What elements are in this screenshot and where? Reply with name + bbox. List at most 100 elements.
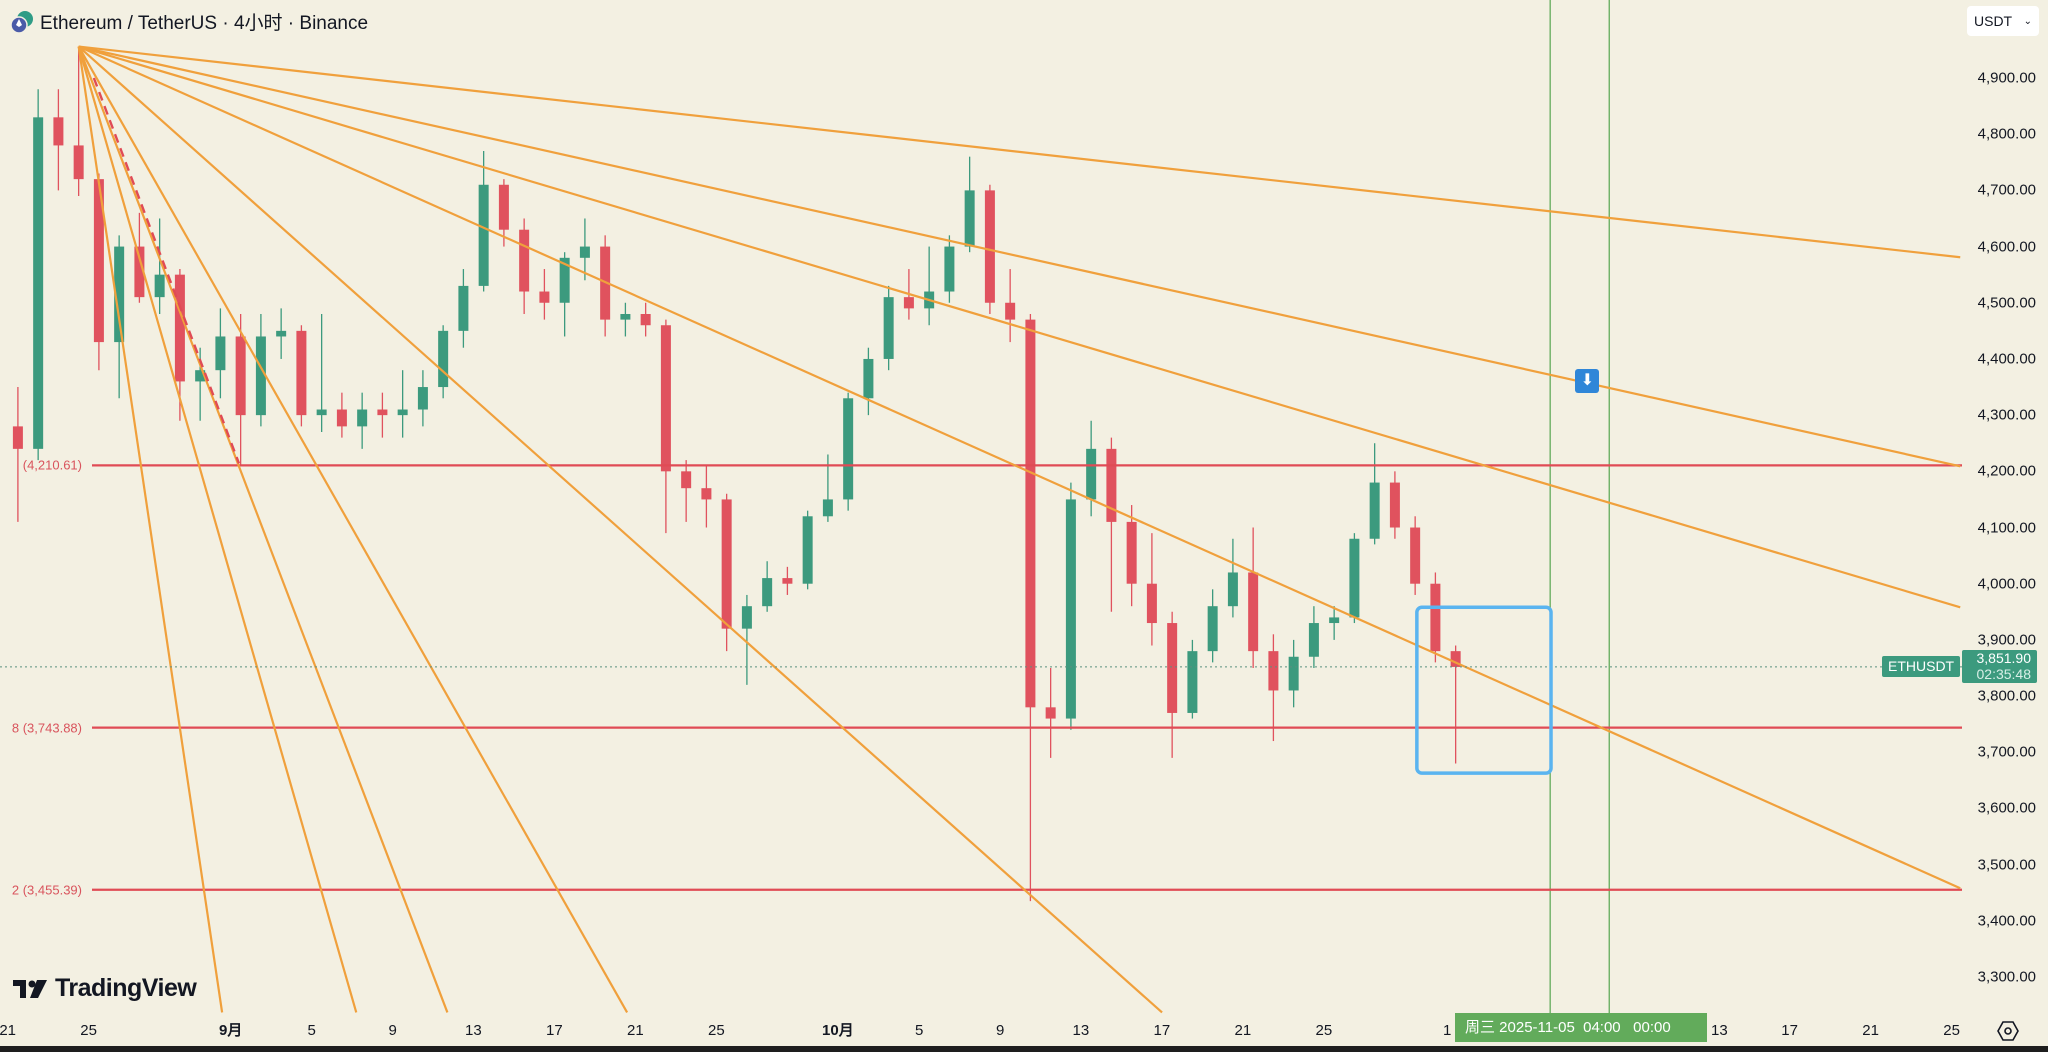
candle-body (1227, 572, 1238, 607)
candle-body (438, 330, 449, 388)
time-axis-label: 5 (307, 1022, 316, 1039)
price-axis-label: 4,400.00 (1977, 350, 2036, 368)
chevron-down-icon: ⌄ (2023, 15, 2032, 27)
candle-body (1187, 651, 1198, 713)
candle-body (12, 426, 23, 449)
candle-body (174, 274, 185, 382)
candle-body (843, 398, 854, 500)
last-price-tag: 3,851.90 02:35:48 (1962, 650, 2037, 684)
candle-body (1349, 538, 1360, 618)
highlight-rectangle (1415, 605, 1553, 775)
level-label: 2 (3,455.39) (11, 882, 82, 898)
bar-countdown: 02:35:48 (1976, 666, 2032, 683)
time-axis-label: 17 (1153, 1022, 1171, 1039)
time-axis-label: 17 (1781, 1022, 1798, 1039)
fan-line (77, 45, 629, 1013)
fan-line (77, 46, 358, 1013)
candle-body (539, 291, 550, 303)
candle-body (1268, 651, 1279, 691)
fan-line (77, 45, 1163, 1014)
candle-body (1308, 623, 1319, 657)
candle-body (1410, 527, 1421, 584)
time-axis-label: 25 (708, 1022, 725, 1039)
last-price: 3,851.90 (1976, 650, 2032, 667)
candle-body (1329, 617, 1340, 624)
candle-body (53, 117, 64, 146)
arrow-down-icon[interactable]: ⬇ (1575, 369, 1600, 394)
time-axis-label: 10月 (822, 1022, 854, 1039)
time-axis-label: 25 (1315, 1022, 1333, 1039)
logo-text: TradingView (55, 974, 197, 1002)
time-axis-label: 21 (0, 1022, 16, 1039)
fan-line (77, 46, 449, 1013)
candle-body (660, 325, 671, 472)
fan-line (78, 45, 1961, 259)
settings-icon[interactable] (1996, 1019, 2020, 1043)
candle-body (822, 499, 833, 517)
tradingview-logo[interactable]: TradingView (13, 974, 197, 1003)
candle-body (762, 578, 773, 607)
time-axis-label: 13 (465, 1022, 482, 1039)
price-axis-label: 3,800.00 (1977, 687, 2036, 705)
candle-body (296, 330, 307, 416)
time-axis-label: 21 (1234, 1022, 1252, 1039)
fan-line (78, 45, 1961, 609)
price-axis-label: 4,700.00 (1977, 181, 2036, 199)
candle-body (519, 229, 530, 292)
candle-body (478, 184, 489, 286)
candle-body (681, 471, 692, 489)
crosshair-date-label: 周三 2025-11-05 04:00 00:00 (1455, 1013, 1707, 1042)
time-axis-label: 5 (915, 1022, 924, 1039)
candle-body (316, 409, 327, 416)
candle-body (357, 409, 368, 427)
currency-select-value: USDT (1974, 13, 2013, 29)
currency-select[interactable]: USDT ⌄ (1967, 6, 2039, 36)
candle-body (1248, 572, 1259, 652)
time-axis-label: 25 (1943, 1022, 1960, 1039)
candle-body (154, 274, 165, 298)
candle-body (1207, 606, 1218, 652)
candle-body (1430, 583, 1441, 652)
candle-body (417, 387, 428, 410)
level-label: 8 (3,743.88) (11, 720, 82, 736)
candle-body (33, 117, 44, 449)
fan-line (77, 46, 224, 1013)
candle-body (1146, 583, 1157, 624)
candle-body (1167, 623, 1178, 713)
candle-body (336, 409, 347, 427)
candle-body (579, 246, 590, 258)
candle-body (235, 336, 246, 416)
candle-body (276, 330, 287, 337)
price-axis-label: 4,600.00 (1977, 238, 2036, 256)
price-axis-label: 4,300.00 (1977, 406, 2036, 424)
time-axis-label: 21 (1862, 1022, 1879, 1039)
time-axis-label: 21 (627, 1022, 644, 1039)
candle-body (741, 606, 752, 629)
candle-body (93, 179, 104, 343)
time-axis-label: 13 (1711, 1022, 1728, 1039)
candle-body (377, 409, 388, 416)
candle-body (114, 246, 125, 343)
candle-body (782, 578, 793, 584)
candle-body (458, 285, 469, 331)
candle-body (640, 313, 651, 326)
candle-body (134, 246, 145, 298)
candle-body (1106, 448, 1117, 522)
symbol-title[interactable]: Ethereum / TetherUS · 4小时 · Binance (10, 8, 368, 35)
candle-body (1045, 707, 1056, 719)
candle-body (802, 516, 813, 584)
candle-body (1288, 656, 1299, 691)
time-axis-label: 9月 (219, 1022, 243, 1039)
candle-body (701, 488, 712, 500)
candle-body (944, 246, 955, 292)
candle-body (1450, 651, 1461, 667)
time-axis-label: 17 (546, 1022, 563, 1039)
price-axis-label: 3,400.00 (1977, 912, 2036, 930)
price-axis-label: 4,100.00 (1977, 519, 2036, 537)
bottom-bar (0, 1046, 2048, 1052)
candle-body (903, 297, 914, 309)
time-axis-label: 25 (80, 1022, 97, 1039)
price-axis-label: 4,900.00 (1977, 69, 2036, 87)
price-axis-label: 3,900.00 (1977, 631, 2036, 649)
